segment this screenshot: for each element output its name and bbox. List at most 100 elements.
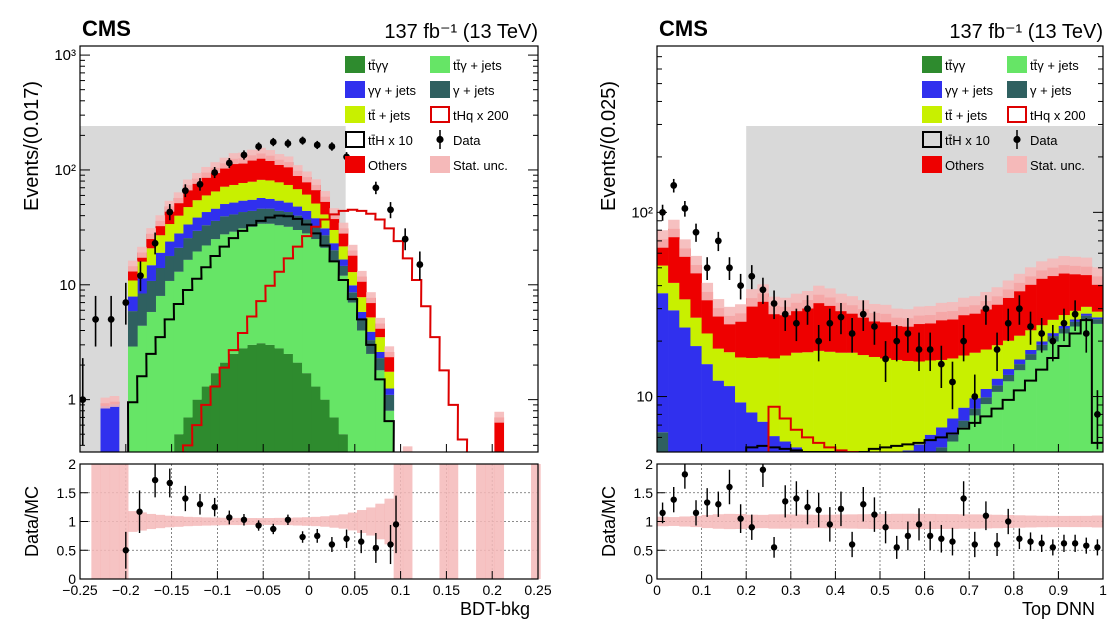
bar-tt-jets-4 [701,333,714,365]
bar-tt-jets-24 [311,203,321,219]
bar-others-2 [679,248,691,300]
x-tick-label: −0.1 [204,582,232,598]
bar-tt-jets-22 [292,229,303,363]
legend-label: tt̄ + jets [945,108,988,123]
bar--jets-23 [302,219,312,234]
data-point-4 [137,272,144,280]
bar-tt-jets-20 [274,225,285,349]
bar--jets-11 [192,230,202,252]
stat-unc-band-6 [723,306,736,325]
data-point-10 [770,300,778,307]
ratio-unc-band-39 [448,464,459,579]
ratio-unc-band-0 [91,464,102,579]
y-axis-label: Events/(0.017) [21,81,43,211]
ratio-point-14 [815,506,822,514]
legend-swatch [430,56,450,73]
ratio-point-0 [659,509,666,517]
legend-dot [1013,135,1021,144]
ratio-point-31 [1005,518,1012,525]
legend-swatch-line [922,131,942,148]
bar--jets-12 [201,212,211,226]
bar--jets-26 [946,434,959,442]
data-point-7 [181,187,189,195]
stat-unc-band-39 [1091,267,1103,285]
bar-tt-jets-26 [329,261,340,418]
lumi-label: 137 fb⁻¹ (13 TeV) [949,21,1103,43]
ratio-point-26 [949,538,956,545]
bar-tt--12 [201,386,211,452]
ratio-point-30 [993,541,1001,548]
ratio-unc-band-15 [228,517,239,526]
bar--jets-16 [237,200,248,213]
bar-tt-jets-13 [801,352,814,452]
bar--jets-27 [958,420,970,428]
ratio-point-19 [392,521,400,528]
bar--jets-5 [137,278,147,294]
x-tick-label: 0.9 [1049,582,1069,598]
bar-tt-jets-29 [356,297,367,312]
bar--jets-24 [924,434,937,452]
ratio-point-32 [1016,535,1023,542]
legend-label: Data [453,133,481,148]
ratio-unc-band-2 [109,464,120,579]
bar-tt-jets-16 [835,352,847,452]
data-point-22 [904,330,912,337]
overlay-line-1 [767,405,859,452]
bar--jets-14 [219,216,230,235]
bar-tt-jets-21 [283,226,294,354]
bar-tt-jets-9 [173,271,184,435]
legend-label: tHq x 200 [453,108,509,123]
bar-others-21 [283,162,294,185]
bar-tt-jets-25 [320,247,331,400]
x-tick-label: −0.2 [112,582,140,598]
legend-label: Stat. unc. [1030,158,1085,173]
bar-tt-jets-23 [302,194,312,211]
stat-unc-band-34 [1036,261,1048,279]
bar-others-6 [723,315,736,353]
bar-tt-jets-8 [164,224,175,242]
data-point-8 [196,180,204,188]
y-tick-label: 10 [636,389,653,406]
bar--jets-29 [356,311,367,320]
stat-unc-band-8 [746,289,758,307]
data-point-34 [1038,330,1046,337]
bar-tt-jets-12 [201,195,211,213]
bar-tt--10 [182,417,193,452]
stat-unc-band-31 [375,317,385,329]
data-point-30 [993,346,1001,353]
y-axis-label: Events/(0.025) [598,81,620,211]
bar-tt--21 [283,353,294,452]
bar-others-18 [857,309,870,356]
bar-tt-jets-27 [958,355,970,408]
data-point-3 [122,299,130,306]
bar-tt-jets-39 [1091,323,1103,452]
ratio-point-9 [759,466,767,473]
ratio-unc-band-4 [701,514,714,529]
ratio-point-6 [211,503,218,511]
ratio-unc-band-9 [757,514,769,529]
y-tick-label: 1 [68,392,76,409]
bar-tt--22 [292,362,303,452]
bar-others-18 [256,153,266,180]
bar-tt-jets-11 [192,251,202,400]
ratio-point-1 [670,496,677,503]
bar-others-9 [173,197,184,216]
legend-label: tt̄ + jets [368,108,411,123]
ratio-point-3 [692,509,700,517]
ratio-point-29 [982,512,990,519]
bar-tt-jets-5 [137,325,147,452]
data-point-3 [692,228,700,236]
bar--jets-9 [173,247,184,272]
bar-tt-jets-7 [155,295,166,452]
bar--jets-30 [991,378,1003,386]
ratio-unc-band-36 [1058,515,1070,528]
data-point-13 [269,138,277,146]
bar-others-44 [494,417,505,452]
stat-unc-band-20 [880,304,892,323]
bar-others-4 [701,291,714,334]
x-axis-label: BDT-bkg [460,599,530,619]
ratio-unc-band-10 [182,516,193,527]
bar--jets-24 [311,218,321,227]
stat-unc-band-37 [1069,256,1081,275]
